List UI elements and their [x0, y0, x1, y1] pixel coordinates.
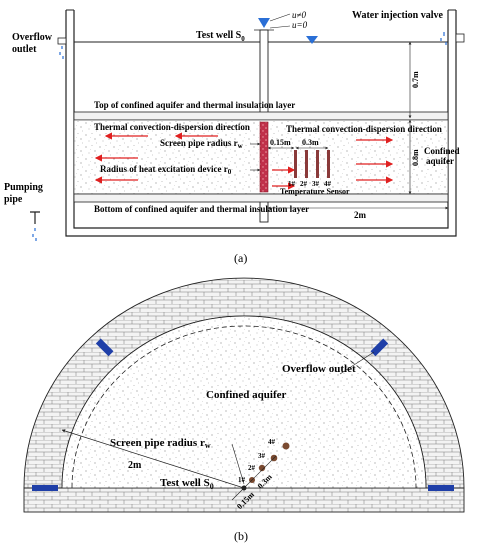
sensor-2-label-b: 2#: [248, 464, 256, 472]
caption-b: (b): [234, 529, 248, 543]
overflow-outlet-label-b: Overflow outlet: [282, 363, 356, 375]
sensor-4-label-a: 4#: [324, 180, 332, 188]
sensor-3-label-a: 3#: [312, 180, 320, 188]
caption-a: (a): [234, 251, 247, 265]
dim-2m-b: 2m: [128, 460, 142, 471]
temperature-sensor-label: Temperature Sensor: [280, 187, 350, 196]
dim-08m: 0.8m: [411, 149, 420, 166]
sensor-1-label-a: 1#: [288, 180, 296, 188]
convection-label-right: Thermal convection-dispersion direction: [286, 124, 442, 134]
radius-2m-line: [61, 429, 245, 489]
heat-excitation-device: [259, 121, 269, 193]
tank-outer-wall: [65, 10, 457, 237]
dim-2m-a: 2m: [354, 210, 367, 220]
confined-aquifer-label-a: Confined aquifer: [424, 146, 462, 166]
test-well-label-a: Test well S0: [196, 30, 245, 43]
screen-pipe-radius-label-a: Screen pipe radius rw: [160, 138, 244, 150]
confined-aquifer-label-b: Confined aquifer: [206, 389, 286, 401]
convection-label-left: Thermal convection-dispersion direction: [94, 122, 250, 132]
dim-015m-a: 0.15m: [270, 138, 291, 147]
u-ne-label: u≠0: [292, 10, 306, 20]
sensor-1-label-b: 1#: [238, 476, 246, 484]
pumping-pipe-label: Pumping pipe: [4, 182, 45, 205]
test-well-label-b: Test well S0: [160, 477, 214, 491]
screen-pipe-radius-label-b: Screen pipe radius rw: [110, 437, 211, 450]
sensor-3-label-b: 3#: [258, 452, 266, 460]
sensor-2-label-a: 2#: [300, 180, 308, 188]
water-injection-valve-label: Water injection valve: [352, 10, 443, 21]
convection-arrows-right: [272, 136, 394, 190]
bottom-insulation-layer: [73, 193, 449, 203]
panel-b: Overflow outlet Confined aquifer 2m Scre…: [23, 277, 465, 543]
top-insulation-layer: [73, 111, 449, 121]
heat-device-radius-label: Radius of heat excitation device r0: [100, 164, 232, 176]
top-layer-label: Top of confined aquifer and thermal insu…: [94, 100, 295, 110]
blue-outlets: [32, 338, 454, 491]
u-eq-label: u=0: [292, 20, 308, 30]
confined-aquifer-region-b: [61, 315, 427, 489]
overflow-outlet-a: [57, 37, 67, 59]
water-injection-valve: [440, 32, 465, 45]
dim-03m-a: 0.3m: [302, 138, 319, 147]
bottom-layer-label: Bottom of confined aquifer and thermal i…: [94, 204, 309, 214]
pumping-pipe: [30, 211, 40, 241]
dim-07m: 0.7m: [411, 71, 420, 88]
diagonal-dims-b: [231, 455, 277, 501]
temperature-sensor-rods: [294, 150, 330, 178]
overflow-outlet-label-a: Overflow outlet: [12, 32, 55, 55]
panel-a: Overflow outlet Water injection valve u≠…: [4, 9, 465, 265]
convection-arrows-left: [94, 132, 218, 184]
brick-base: [23, 487, 465, 513]
sensor-4-label-b: 4#: [268, 438, 276, 446]
